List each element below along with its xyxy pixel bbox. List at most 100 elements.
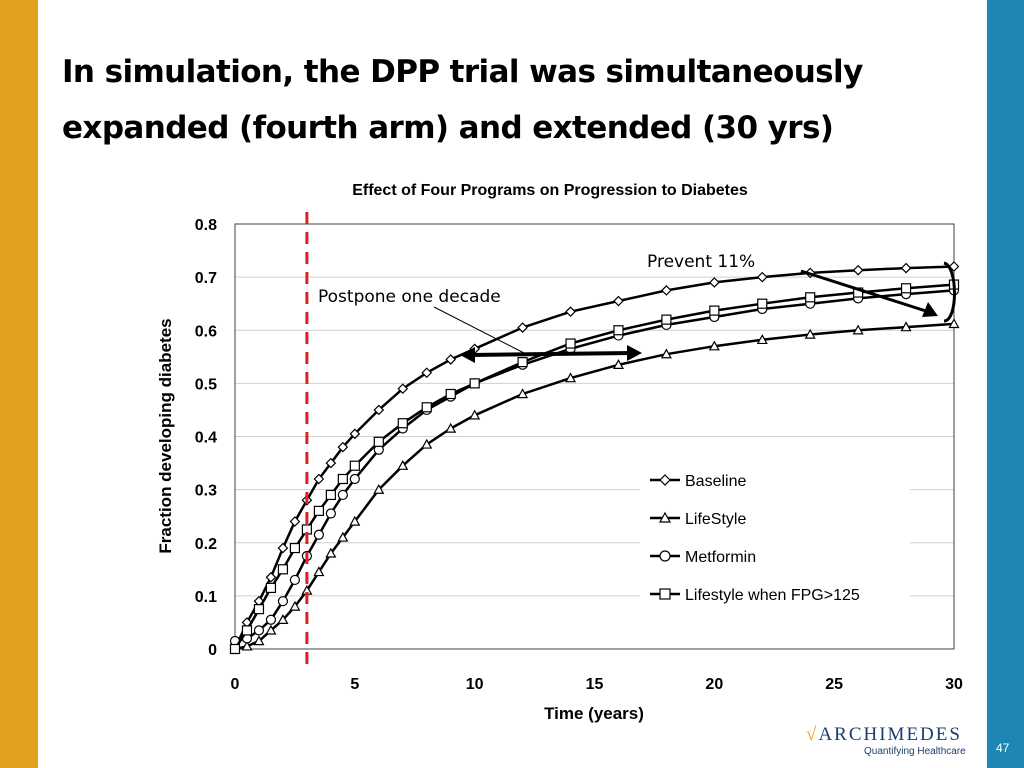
data-point-baseline xyxy=(613,295,624,307)
left-accent-bar xyxy=(0,0,38,768)
data-point-baseline xyxy=(265,571,277,583)
y-tick-label: 0.5 xyxy=(195,376,217,393)
legend-swatch-marker xyxy=(659,550,671,562)
logo-wordmark: √ARCHIMEDES xyxy=(806,724,962,745)
legend-item-baseline: Baseline xyxy=(650,473,746,490)
data-point-baseline xyxy=(445,354,457,365)
series-lifestyle-when-fpg-125 xyxy=(229,279,960,655)
y-tick-label: 0.7 xyxy=(195,270,217,287)
data-point-lifestyle xyxy=(708,340,720,351)
postpone-annotation-label: Postpone one decade xyxy=(318,287,501,307)
legend: Baseline LifeStyle Metformin Lifestyle when… xyxy=(650,473,860,604)
data-point-lifestyle-when-fpg-125 xyxy=(900,283,912,294)
legend-item-metformin: Metformin xyxy=(650,549,756,566)
page-number: 47 xyxy=(996,741,1010,755)
y-axis-label: Fraction developing diabetes xyxy=(156,318,175,553)
data-point-baseline xyxy=(313,473,325,485)
data-point-lifestyle-when-fpg-125 xyxy=(421,402,432,413)
x-tick-label: 0 xyxy=(231,676,240,693)
data-point-lifestyle-when-fpg-125 xyxy=(613,325,624,336)
data-point-lifestyle xyxy=(852,324,864,335)
data-point-lifestyle-when-fpg-125 xyxy=(289,542,301,554)
data-point-lifestyle xyxy=(660,348,672,359)
legend-label: LifeStyle xyxy=(685,511,746,528)
data-point-lifestyle-when-fpg-125 xyxy=(373,436,384,447)
data-point-baseline xyxy=(661,285,672,296)
data-point-metformin xyxy=(277,596,289,607)
logo-check-glyph: √ xyxy=(806,724,819,745)
data-point-baseline xyxy=(517,322,528,333)
data-point-metformin xyxy=(289,574,301,586)
series-layer xyxy=(229,261,960,655)
data-point-lifestyle xyxy=(241,640,253,651)
data-point-lifestyle xyxy=(313,566,325,577)
legend-item-lifestyle-when-fpg-125: Lifestyle when FPG>125 xyxy=(650,587,860,604)
data-point-metformin xyxy=(349,473,360,485)
data-point-lifestyle xyxy=(948,318,960,329)
data-point-lifestyle-when-fpg-125 xyxy=(757,298,768,309)
data-point-lifestyle xyxy=(565,372,577,383)
data-point-lifestyle xyxy=(612,359,624,369)
data-point-lifestyle xyxy=(253,635,265,646)
data-point-baseline xyxy=(421,367,433,379)
data-point-lifestyle xyxy=(277,614,289,624)
postpone-leader-line xyxy=(433,306,529,356)
data-point-lifestyle-when-fpg-125 xyxy=(253,604,265,615)
data-point-lifestyle xyxy=(517,388,529,399)
postpone-arrow-head-right xyxy=(627,345,642,361)
y-tick-label: 0.6 xyxy=(195,323,217,340)
x-tick-label: 5 xyxy=(350,676,359,693)
data-point-lifestyle xyxy=(373,483,385,494)
prevent-annotation: Prevent 11% xyxy=(647,252,956,323)
x-tick-label: 25 xyxy=(825,676,843,693)
data-point-lifestyle xyxy=(445,422,457,433)
legend-label: Baseline xyxy=(685,473,746,490)
right-accent-bar xyxy=(987,0,1024,768)
legend-swatch-marker xyxy=(658,511,672,523)
data-point-baseline xyxy=(397,383,409,395)
archimedes-logo: √ARCHIMEDES Quantifying Healthcare xyxy=(806,724,966,757)
legend-label: Metformin xyxy=(685,549,756,566)
data-point-lifestyle-when-fpg-125 xyxy=(565,338,576,349)
data-point-baseline xyxy=(289,516,301,527)
data-point-lifestyle xyxy=(325,547,337,558)
prevent-arrow-head xyxy=(922,302,938,317)
data-point-lifestyle-when-fpg-125 xyxy=(277,564,289,575)
data-point-lifestyle-when-fpg-125 xyxy=(805,292,816,303)
y-tick-label: 0.4 xyxy=(195,430,217,447)
data-point-lifestyle xyxy=(469,409,481,420)
data-point-baseline xyxy=(756,271,768,283)
data-point-lifestyle xyxy=(397,459,409,470)
logo-tagline: Quantifying Healthcare xyxy=(864,746,966,757)
data-point-lifestyle-when-fpg-125 xyxy=(337,473,348,485)
x-tick-label: 10 xyxy=(466,676,484,693)
series-line-baseline xyxy=(233,265,955,650)
legend-label: Lifestyle when FPG>125 xyxy=(685,587,860,604)
chart-title: Effect of Four Programs on Progression t… xyxy=(352,182,748,199)
data-point-baseline xyxy=(325,457,337,469)
data-point-baseline xyxy=(373,404,385,416)
data-point-baseline xyxy=(349,428,361,440)
postpone-arrow-head-left xyxy=(460,347,475,363)
data-point-lifestyle-when-fpg-125 xyxy=(397,418,408,429)
legend-swatch-marker xyxy=(659,588,671,600)
data-point-metformin xyxy=(265,614,277,625)
x-axis-label: Time (years) xyxy=(544,704,644,723)
y-tick-label: 0 xyxy=(208,642,217,659)
x-tick-label: 20 xyxy=(705,676,723,693)
data-point-lifestyle xyxy=(265,624,277,635)
prevent-bracket xyxy=(943,261,956,323)
legend-box xyxy=(640,462,910,614)
y-tick-label: 0.2 xyxy=(195,536,217,553)
y-tick-label: 0.3 xyxy=(195,483,217,500)
data-point-lifestyle-when-fpg-125 xyxy=(229,643,241,655)
y-tick-label: 0.8 xyxy=(195,217,217,234)
data-point-lifestyle-when-fpg-125 xyxy=(661,314,672,325)
slide-title: In simulation, the DPP trial was simulta… xyxy=(62,54,863,146)
data-point-lifestyle-when-fpg-125 xyxy=(265,582,277,594)
data-point-metformin xyxy=(313,529,324,540)
data-point-baseline xyxy=(708,277,720,288)
data-point-baseline xyxy=(337,441,349,453)
series-line-lifestyle xyxy=(234,322,955,651)
